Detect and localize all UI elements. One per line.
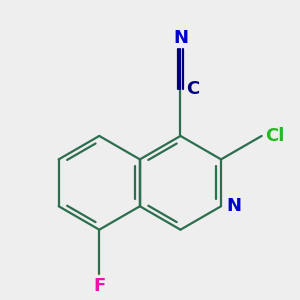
Text: Cl: Cl xyxy=(266,127,285,145)
Text: F: F xyxy=(93,277,105,295)
Text: N: N xyxy=(227,197,242,215)
Text: N: N xyxy=(173,29,188,47)
Text: C: C xyxy=(186,80,199,98)
